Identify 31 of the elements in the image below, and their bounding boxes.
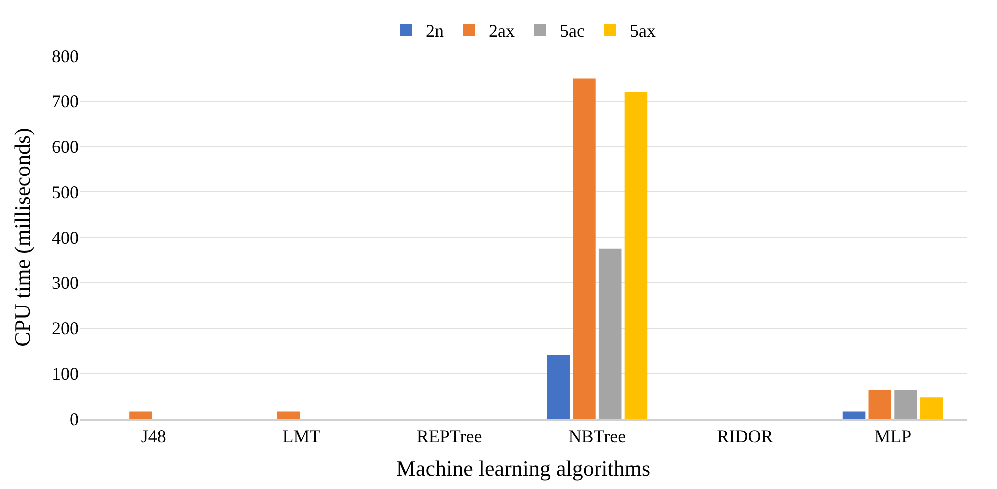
- bar: [573, 78, 596, 419]
- bar: [868, 390, 892, 419]
- y-tick-label: 700: [52, 92, 79, 112]
- y-tick-label: 400: [52, 228, 79, 248]
- bar: [130, 412, 152, 419]
- x-axis-title: Machine learning algorithms: [396, 456, 651, 481]
- y-tick-label: 500: [52, 182, 79, 202]
- y-tick-label: 600: [52, 137, 79, 158]
- bar: [842, 412, 866, 419]
- x-tick-label: LMT: [282, 426, 321, 447]
- y-tick-label: 200: [52, 318, 79, 339]
- x-tick-label: J48: [141, 426, 166, 447]
- bar: [624, 92, 648, 419]
- y-axis-title: CPU time (milliseconds): [10, 128, 35, 347]
- x-tick-label: REPTree: [416, 426, 482, 447]
- bar: [277, 412, 300, 419]
- bar: [547, 355, 570, 419]
- y-tick-label: 800: [52, 46, 79, 66]
- legend-label: 5ac: [560, 20, 585, 41]
- x-tick-label: RIDOR: [717, 426, 774, 447]
- y-tick-label: 0: [70, 409, 79, 430]
- y-tick-label: 300: [52, 273, 79, 294]
- bar: [598, 248, 622, 419]
- x-tick-label: MLP: [874, 426, 912, 447]
- bar: [894, 390, 918, 419]
- x-tick-label: NBTree: [568, 426, 626, 447]
- legend-label: 2ax: [489, 20, 515, 41]
- legend-label: 2n: [426, 20, 444, 41]
- legend-label: 5ax: [630, 20, 656, 41]
- y-tick-label: 100: [52, 364, 79, 384]
- bar: [920, 398, 944, 419]
